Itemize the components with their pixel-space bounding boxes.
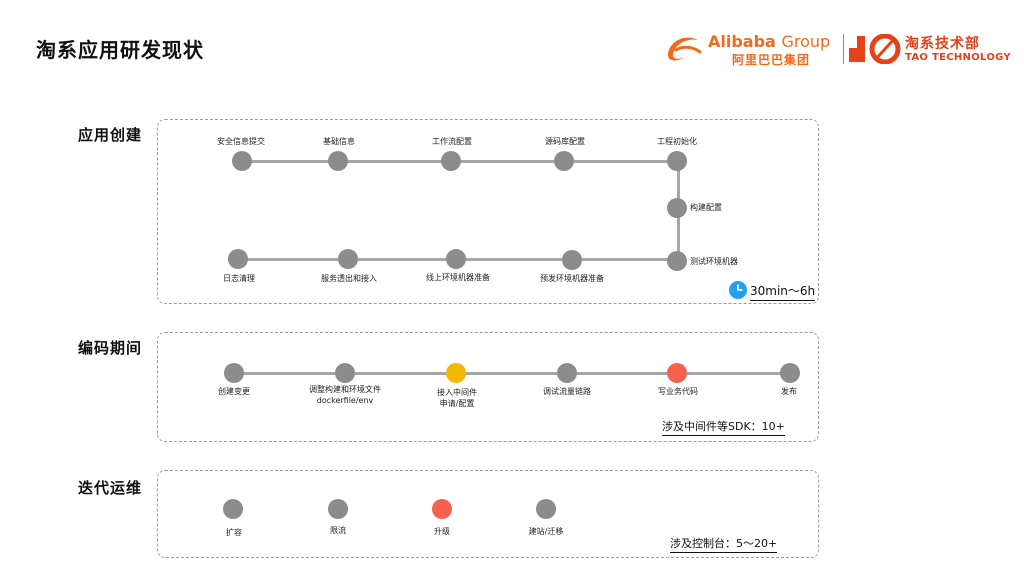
step-label: 工程初始化 xyxy=(657,137,697,146)
step-node xyxy=(667,251,687,271)
step-label: 限流 xyxy=(330,526,346,535)
alibaba-cn-wordmark: 阿里巴巴集团 xyxy=(732,53,811,67)
tao-technology-en-wordmark: TAO TECHNOLOGY xyxy=(905,52,1011,63)
duration-badge: 30min～6h xyxy=(750,282,816,301)
step-label: 基础信息 xyxy=(323,137,355,146)
step-node xyxy=(446,249,466,269)
step-node xyxy=(223,499,243,519)
connector-line-coding xyxy=(234,372,791,375)
step-node-highlight xyxy=(432,499,452,519)
step-node xyxy=(536,499,556,519)
alibaba-wordmark: Alibaba Group xyxy=(708,32,831,51)
step-node xyxy=(224,363,244,383)
step-label: 工作流配置 xyxy=(432,137,472,146)
step-node xyxy=(554,151,574,171)
console-note: 涉及控制台：5～20+ xyxy=(670,535,778,553)
step-node xyxy=(780,363,800,383)
step-label: 接入中间件 申请/配置 xyxy=(437,388,477,408)
step-label: 升级 xyxy=(434,527,450,536)
step-label: 创建变更 xyxy=(218,387,250,396)
step-label: 源码库配置 xyxy=(545,137,585,146)
tao-technology-mark-icon xyxy=(849,34,901,64)
step-label: 安全信息提交 xyxy=(217,137,265,146)
step-node xyxy=(441,151,461,171)
step-label: 服务透出和接入 xyxy=(321,274,377,283)
step-node xyxy=(228,249,248,269)
app-creation-panel xyxy=(157,119,819,304)
alibaba-group-logo: Alibaba Group 阿里巴巴集团 xyxy=(664,30,839,70)
section-label-coding: 编码期间 xyxy=(78,339,143,357)
step-label: 建站/迁移 xyxy=(528,527,564,536)
step-node xyxy=(667,198,687,218)
step-label: 构建配置 xyxy=(690,203,722,212)
iteration-panel xyxy=(157,470,819,558)
step-label: 测试环境机器 xyxy=(690,257,738,266)
step-label: 日志清理 xyxy=(223,274,255,283)
step-label: 写业务代码 xyxy=(658,387,698,396)
clock-icon xyxy=(729,281,747,299)
step-label: 调试流量链路 xyxy=(543,387,591,396)
step-node xyxy=(328,151,348,171)
alibaba-smile-icon xyxy=(667,37,702,61)
step-node xyxy=(335,363,355,383)
step-node xyxy=(232,151,252,171)
coding-panel xyxy=(157,332,819,442)
step-label: 调整构建和环境文件 dockerfile/env xyxy=(309,385,381,405)
step-node-highlight xyxy=(667,363,687,383)
step-node xyxy=(557,363,577,383)
step-node xyxy=(328,499,348,519)
step-label: 线上环境机器准备 xyxy=(426,273,490,282)
step-node xyxy=(562,250,582,270)
tao-technology-cn-wordmark: 淘系技术部 xyxy=(905,36,980,52)
page-title: 淘系应用研发现状 xyxy=(36,38,204,62)
step-label: 预发环境机器准备 xyxy=(540,274,604,283)
step-label: 扩容 xyxy=(226,528,242,537)
step-label: 发布 xyxy=(781,387,797,396)
sdk-note: 涉及中间件等SDK：10+ xyxy=(662,418,785,436)
step-node xyxy=(667,151,687,171)
logo-divider xyxy=(843,34,844,64)
section-label-app-creation: 应用创建 xyxy=(78,126,143,144)
step-node xyxy=(338,249,358,269)
step-node-highlight xyxy=(446,363,466,383)
section-label-iteration: 迭代运维 xyxy=(78,479,143,497)
